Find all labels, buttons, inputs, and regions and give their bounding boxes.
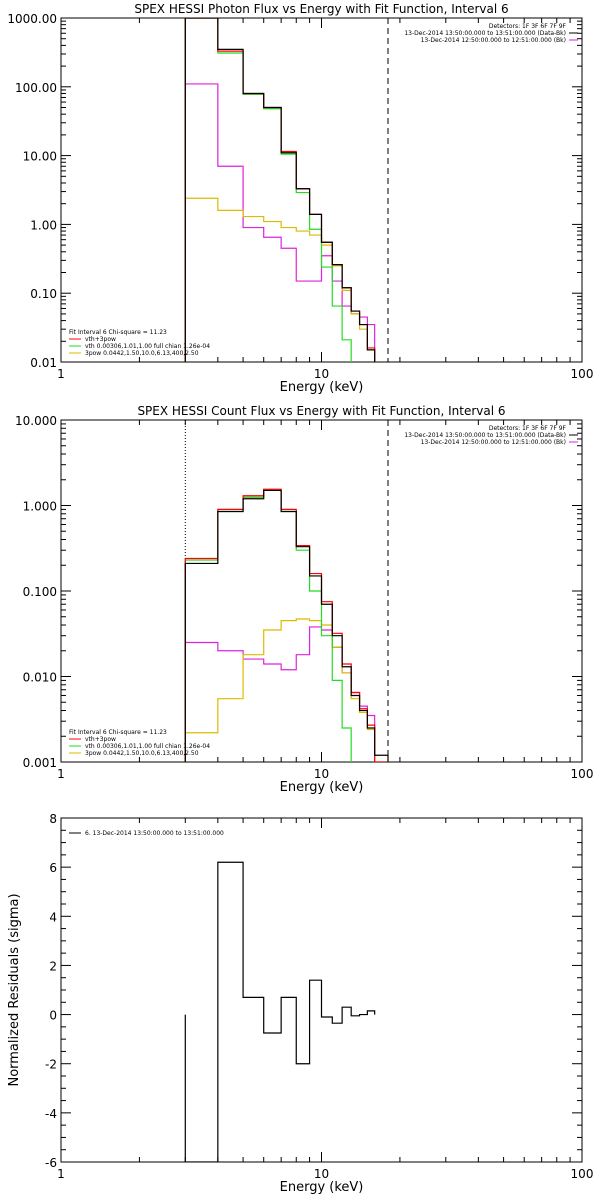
legend-text: vth+3pow [85, 336, 116, 343]
series-group [184, 18, 376, 362]
y-tick-label: 10.000 [15, 414, 57, 428]
y-tick-label: 10.00 [23, 150, 57, 164]
chart-title: SPEX HESSI Count Flux vs Energy with Fit… [137, 404, 505, 418]
y-tick-label: 1.000 [23, 500, 57, 514]
y-tick-label: 0.010 [23, 671, 57, 685]
series-line-vth-3pow [184, 488, 389, 762]
legend-bottom-left: Fit Interval 6 Chi-square = 11.23vth+3po… [69, 729, 210, 757]
y-axis: 0.001 0.010 0.100 1.000 10.000 [15, 414, 582, 770]
chart-title: SPEX HESSI Photon Flux vs Energy with Fi… [134, 2, 508, 16]
legend-text: 13-Dec-2014 13:50:00.000 to 13:51:00.000… [404, 432, 566, 439]
y-axis-label: Normalized Residuals (sigma) [7, 893, 22, 1086]
y-tick-label: 0.01 [30, 356, 57, 370]
x-axis: 1 10 100 Energy (keV) [57, 18, 593, 395]
x-tick-label: 10 [314, 1167, 329, 1181]
y-tick-label: 0.001 [23, 756, 57, 770]
y-tick-label: 0.10 [30, 287, 57, 301]
series-line-data-bk [184, 489, 389, 762]
series-line-3pow [184, 197, 376, 362]
y-tick-label: 6 [49, 861, 57, 875]
y-tick-label: 0.100 [23, 585, 57, 599]
legend-text: vth 0.00306,1.01,1.00 full chian 1.26e-0… [85, 743, 210, 750]
y-tick-label: -2 [45, 1058, 57, 1072]
series-line-vth-3pow [184, 18, 376, 362]
y-tick-label: 1.00 [30, 218, 57, 232]
legend-text: vth+3pow [85, 736, 116, 743]
y-axis: -6 -4 -2 0 2 4 6 8 Normalized Residuals (sigma) [7, 812, 582, 1170]
y-tick-label: -4 [45, 1107, 57, 1121]
y-tick-label: -6 [45, 1156, 57, 1170]
legend-text: Fit Interval 6 Chi-square = 11.23 [69, 729, 167, 736]
y-tick-label: 1000.00 [7, 12, 57, 26]
x-tick-label: 100 [571, 367, 594, 381]
legend-top-left: 6. 13-Dec-2014 13:50:00.000 to 13:51:00.… [69, 830, 224, 837]
series-group [184, 861, 376, 1162]
x-tick-label: 1 [57, 367, 65, 381]
x-tick-label: 1 [57, 767, 65, 781]
legend-text: 13-Dec-2014 12:50:00.000 to 12:51:00.000… [421, 37, 566, 44]
legend-text: 6. 13-Dec-2014 13:50:00.000 to 13:51:00.… [85, 830, 224, 837]
y-tick-label: 4 [49, 910, 57, 924]
legend-bottom-left: Fit Interval 6 Chi-square = 11.23vth+3po… [69, 329, 210, 357]
y-tick-label: 2 [49, 959, 57, 973]
legend-text: vth 0.00306,1.01,1.00 full chian 1.26e-0… [85, 343, 210, 350]
series-line-vth [184, 489, 352, 762]
series-line-data-bk [184, 18, 376, 362]
x-tick-label: 1 [57, 1167, 65, 1181]
x-tick-label: 100 [571, 767, 594, 781]
x-tick-label: 10 [314, 367, 329, 381]
plot-frame [60, 17, 583, 363]
x-axis-label: Energy (keV) [280, 1180, 364, 1195]
y-axis: 0.01 0.10 1.00 10.00 100.00 1000.00 [7, 12, 582, 370]
x-axis-label: Energy (keV) [280, 780, 364, 795]
x-tick-label: 10 [314, 767, 329, 781]
chart-panel-1: SPEX HESSI Photon Flux vs Energy with Fi… [7, 2, 593, 395]
legend-text: 3pow 0.0442,1.50,10.0,6.13,400,2.50 [85, 750, 199, 757]
legend-text: Detectors: 1F 3F 6F 7F 9F [489, 23, 567, 30]
x-tick-label: 100 [571, 1167, 594, 1181]
y-tick-label: 100.00 [15, 81, 57, 95]
x-axis-label: Energy (keV) [280, 380, 364, 395]
chart-panel-2: SPEX HESSI Count Flux vs Energy with Fit… [15, 404, 593, 795]
legend-text: 13-Dec-2014 12:50:00.000 to 12:51:00.000… [421, 439, 566, 446]
series-line-6-13-dec-2014-13-50-00-000-to-13-51-00-000 [184, 861, 376, 1162]
x-axis: 1 10 100 Energy (keV) [57, 420, 593, 795]
legend-text: Detectors: 1F 3F 6F 7F 9F [489, 425, 567, 432]
x-axis: 1 10 100 Energy (keV) [57, 818, 593, 1195]
legend-text: 13-Dec-2014 13:50:00.000 to 13:51:00.000… [404, 30, 566, 37]
series-line-bk [184, 83, 376, 362]
legend-text: Fit Interval 6 Chi-square = 11.23 [69, 329, 167, 336]
series-group [184, 488, 389, 762]
legend-text: 3pow 0.0442,1.50,10.0,6.13,400,2.50 [85, 350, 199, 357]
chart-panel-3: 1 10 100 Energy (keV) -6 -4 -2 0 2 4 6 8 Normalized … [7, 812, 593, 1195]
y-tick-label: 8 [49, 812, 57, 826]
series-line-bk [184, 626, 376, 762]
y-tick-label: 0 [49, 1009, 57, 1023]
